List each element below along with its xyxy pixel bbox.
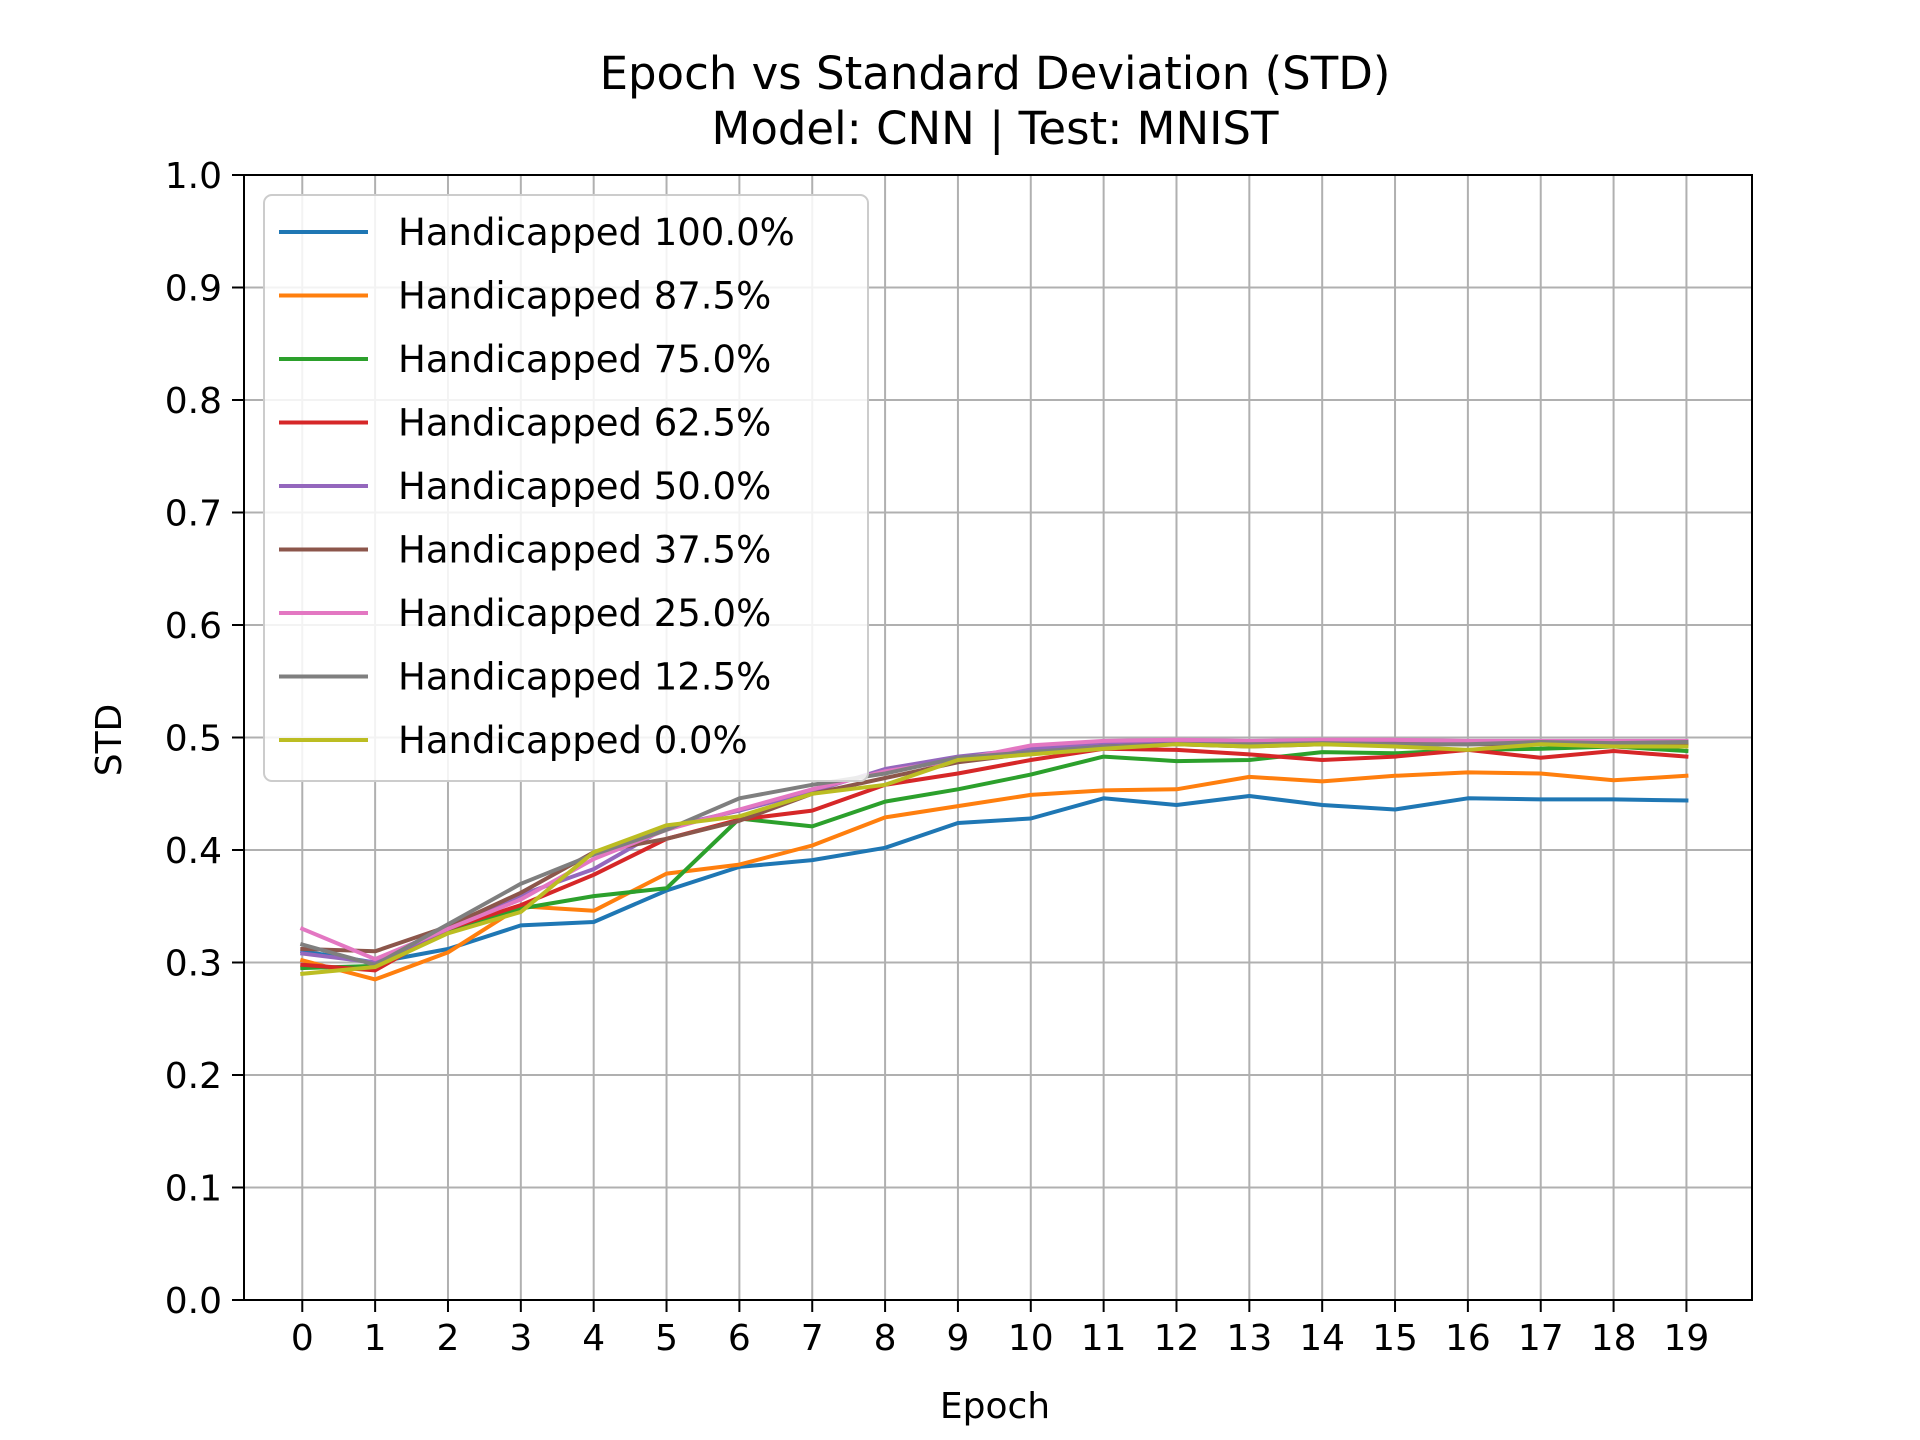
legend-item: Handicapped 25.0% xyxy=(279,592,771,635)
legend-label: Handicapped 25.0% xyxy=(398,592,771,635)
x-tick-label: 0 xyxy=(291,1318,314,1359)
legend-label: Handicapped 37.5% xyxy=(398,529,771,572)
legend-items: Handicapped 100.0% Handicapped 87.5% Handi… xyxy=(279,211,795,762)
x-axis-ticks: 0 1 2 3 4 5 6 7 8 9 10 11 12 13 14 15 16 17 18 19 xyxy=(291,1300,1710,1359)
x-tick-label: 3 xyxy=(509,1318,532,1359)
x-tick-label: 19 xyxy=(1664,1318,1710,1359)
x-tick-label: 8 xyxy=(874,1318,897,1359)
legend-label: Handicapped 100.0% xyxy=(398,211,795,254)
series-line-8 xyxy=(300,742,1689,976)
legend-label: Handicapped 87.5% xyxy=(398,275,771,318)
legend-label: Handicapped 75.0% xyxy=(398,338,771,381)
legend-label: Handicapped 62.5% xyxy=(398,402,771,445)
legend-item: Handicapped 87.5% xyxy=(279,275,771,318)
y-tick-label: 0.4 xyxy=(165,831,222,872)
legend: Handicapped 100.0% Handicapped 87.5% Handi… xyxy=(263,194,869,782)
x-tick-label: 2 xyxy=(437,1318,460,1359)
y-axis-label: STD xyxy=(89,704,130,777)
series-line-6 xyxy=(299,737,1689,962)
legend-item: Handicapped 0.0% xyxy=(279,719,748,762)
x-tick-label: 12 xyxy=(1154,1318,1200,1359)
legend-label: Handicapped 50.0% xyxy=(398,465,771,508)
x-tick-label: 9 xyxy=(946,1318,969,1359)
x-axis-label: Epoch xyxy=(940,1386,1050,1427)
series-line-7 xyxy=(299,739,1689,967)
chart-subtitle: Model: CNN | Test: MNIST xyxy=(712,102,1279,155)
x-tick-label: 1 xyxy=(364,1318,387,1359)
x-tick-label: 16 xyxy=(1445,1318,1491,1359)
legend-box xyxy=(263,194,869,782)
y-tick-label: 0.7 xyxy=(165,494,222,535)
x-tick-label: 15 xyxy=(1372,1318,1418,1359)
legend-item: Handicapped 37.5% xyxy=(279,529,771,572)
legend-label: Handicapped 12.5% xyxy=(398,656,771,699)
x-tick-label: 13 xyxy=(1226,1318,1272,1359)
y-tick-label: 0.0 xyxy=(165,1281,222,1322)
y-tick-label: 0.8 xyxy=(165,381,222,422)
legend-item: Handicapped 62.5% xyxy=(279,402,771,445)
legend-item: Handicapped 100.0% xyxy=(279,211,795,254)
series-line-0 xyxy=(300,794,1689,965)
legend-item: Handicapped 12.5% xyxy=(279,656,771,699)
x-tick-label: 5 xyxy=(655,1318,678,1359)
x-tick-label: 10 xyxy=(1008,1318,1054,1359)
x-tick-label: 6 xyxy=(728,1318,751,1359)
y-tick-label: 1.0 xyxy=(165,156,222,197)
legend-item: Handicapped 75.0% xyxy=(279,338,771,381)
legend-label: Handicapped 0.0% xyxy=(398,719,748,762)
legend-item: Handicapped 50.0% xyxy=(279,465,771,508)
chart-title: Epoch vs Standard Deviation (STD) xyxy=(600,47,1391,100)
series-lines xyxy=(299,737,1689,982)
y-axis-ticks: 0.0 0.1 0.2 0.3 0.4 0.5 0.6 0.7 0.8 0.9 1.0 xyxy=(165,156,244,1322)
x-tick-label: 18 xyxy=(1591,1318,1637,1359)
x-tick-label: 17 xyxy=(1518,1318,1564,1359)
x-tick-label: 14 xyxy=(1299,1318,1345,1359)
y-tick-label: 0.5 xyxy=(165,719,222,760)
y-tick-label: 0.9 xyxy=(165,269,222,310)
x-tick-label: 4 xyxy=(582,1318,605,1359)
y-tick-label: 0.6 xyxy=(165,606,222,647)
y-tick-label: 0.2 xyxy=(165,1056,222,1097)
y-tick-label: 0.3 xyxy=(165,944,222,985)
x-tick-label: 7 xyxy=(801,1318,824,1359)
x-tick-label: 11 xyxy=(1081,1318,1127,1359)
y-tick-label: 0.1 xyxy=(165,1169,222,1210)
